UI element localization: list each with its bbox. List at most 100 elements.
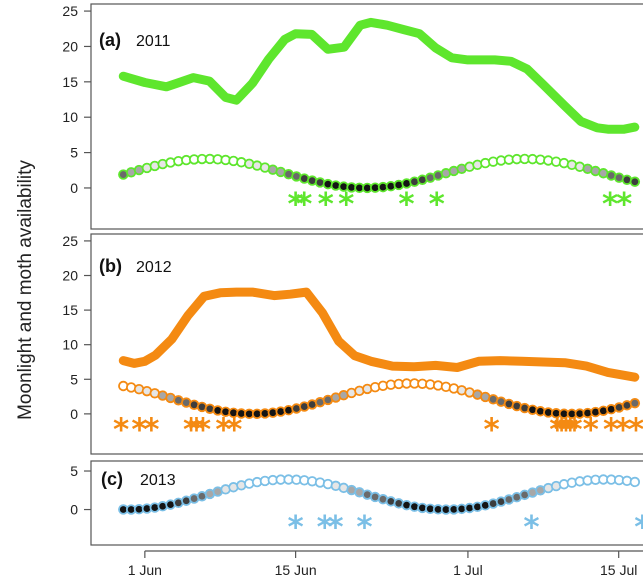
panel-2-moon-dot (387, 497, 395, 505)
panel-0-moon-dot (395, 181, 403, 189)
panel-1-moon-dot (300, 403, 308, 410)
panel-0-asterisk: * (296, 187, 312, 223)
panel-1-moon-dot (269, 409, 277, 417)
panel-2-moon-dot (340, 484, 348, 492)
panel-1-asterisk: * (113, 412, 129, 448)
panel-1-moon-dot (167, 394, 174, 402)
y-axis-label: Moonlight and moth availability (15, 160, 36, 420)
panel-0-moon-dot (159, 160, 167, 168)
panel-c-asterisks: ****** (288, 510, 643, 545)
panel-0-moon-dot (332, 182, 340, 189)
panel-1-moon-dot (151, 389, 159, 397)
panel-0-moon-dot (167, 159, 174, 166)
panel-0-moon-dot (143, 164, 151, 172)
panel-0-ytick-label: 25 (62, 3, 78, 19)
panel-0-moon-dot (293, 172, 300, 180)
panel-1-moon-dot (395, 380, 403, 388)
panel-1-moon-dot (340, 391, 348, 399)
panel-1-moon-dot (293, 405, 300, 412)
panel-c: 0 5 ****** (c) 2013 (70, 460, 643, 546)
panel-1-moon-dot (623, 401, 631, 409)
panel-1-asterisk: * (226, 412, 242, 448)
panel-1-asterisk: * (188, 412, 204, 448)
panel-2-moon-dot (434, 505, 442, 513)
panel-0-ytick-label: 10 (62, 109, 78, 125)
panel-2-moon-dot (237, 481, 245, 489)
panel-2-moon-dot (497, 498, 505, 506)
panel-1-ytick-label: 10 (62, 337, 78, 353)
panel-2-moon-dot (411, 503, 418, 511)
panel-a-year: 2011 (136, 33, 171, 50)
panel-2-moon-dot (371, 493, 379, 501)
panel-1-moon-dot (174, 396, 182, 404)
panel-0-moon-dot (442, 169, 450, 177)
panel-0-moon-dot (489, 158, 497, 166)
panel-2-moon-dot (403, 501, 411, 509)
panel-1-moon-dot (387, 381, 395, 389)
panel-2-moon-dot (206, 490, 214, 498)
panel-1-moon-dot (198, 403, 206, 411)
xtick-label: 1 Jun (128, 562, 162, 578)
panel-2-moon-dot (584, 477, 592, 484)
panel-0-moon-dot (230, 157, 237, 165)
panel-2-moon-dot (560, 480, 568, 488)
panel-0-moon-dot (214, 155, 222, 163)
panel-1-moon-dot (332, 394, 340, 401)
panel-0-moon-dot (119, 171, 127, 178)
panel-0-moon-dot (411, 178, 418, 186)
panel-0-asterisk: * (602, 187, 618, 223)
panel-2-ytick-label: 0 (70, 502, 78, 518)
panel-0-moon-dot (237, 158, 245, 166)
panel-1-asterisk: * (583, 412, 599, 448)
panel-0-moon-dot (474, 161, 481, 169)
panel-2-moon-dot (576, 477, 584, 485)
panel-0-moon-dot (245, 160, 253, 168)
panel-0-moon-dot (190, 155, 198, 163)
panel-0-moon-dot (607, 172, 615, 179)
panel-0-asterisk: * (616, 187, 632, 223)
panel-a-y-axis: 0 5 10 15 20 25 (62, 3, 91, 196)
panel-2-ytick-label: 5 (70, 463, 78, 479)
panel-2-moon-dot (426, 505, 434, 513)
panel-0-moon-dot (340, 183, 348, 191)
x-axis: 1 Jun 15 Jun 1 Jul 15 Jul (128, 550, 643, 578)
panel-0-moon-dot (379, 183, 387, 191)
panel-b-y-axis: 0 5 10 15 20 25 (62, 233, 91, 422)
panel-1-ytick-label: 5 (70, 371, 78, 387)
panel-1-moon-dot (466, 388, 473, 396)
panel-2-moon-dot (190, 495, 198, 502)
panel-2-moon-dot (474, 503, 481, 511)
panel-0-moon-dot (505, 156, 513, 164)
panel-0-ytick-label: 5 (70, 145, 78, 161)
panel-c-letter: (c) (101, 469, 123, 489)
panel-1-moon-dot (607, 405, 615, 413)
panel-1-moon-dot (631, 399, 639, 407)
panel-2-moon-dot (316, 479, 324, 486)
panel-2-moon-dot (631, 478, 639, 486)
panel-2-moon-dot (552, 482, 560, 490)
panel-2-moon-dot (348, 486, 355, 494)
panel-1-moon-dot (230, 409, 237, 417)
panel-1-moon-dot (159, 392, 167, 399)
panel-1-moon-dot (458, 386, 466, 394)
panel-c-year: 2013 (140, 472, 176, 489)
panel-2-moon-dot (607, 476, 615, 483)
panel-0-asterisk: * (288, 187, 304, 223)
panel-b-moth-line (118, 287, 640, 382)
panel-2-moon-dot (182, 497, 190, 505)
panel-0-moon-dot (521, 155, 529, 163)
panel-0-moon-dot (285, 170, 292, 178)
panel-1-moon-dot (576, 410, 584, 418)
panel-2-moon-dot (418, 504, 426, 512)
panel-2-moon-dot (521, 491, 529, 499)
panel-1-asterisk: * (549, 412, 565, 448)
panel-1-asterisk: * (183, 412, 199, 448)
panel-0-moon-dot (387, 182, 395, 190)
panel-1-moon-dot (245, 410, 253, 418)
panel-2-moon-dot (537, 486, 544, 494)
panel-0-moon-dot (599, 169, 607, 177)
panel-0-moon-dot (615, 174, 623, 182)
panel-1-moon-dot (521, 404, 529, 412)
panel-0-asterisk: * (398, 187, 414, 223)
panel-0-moon-dot (403, 180, 411, 187)
